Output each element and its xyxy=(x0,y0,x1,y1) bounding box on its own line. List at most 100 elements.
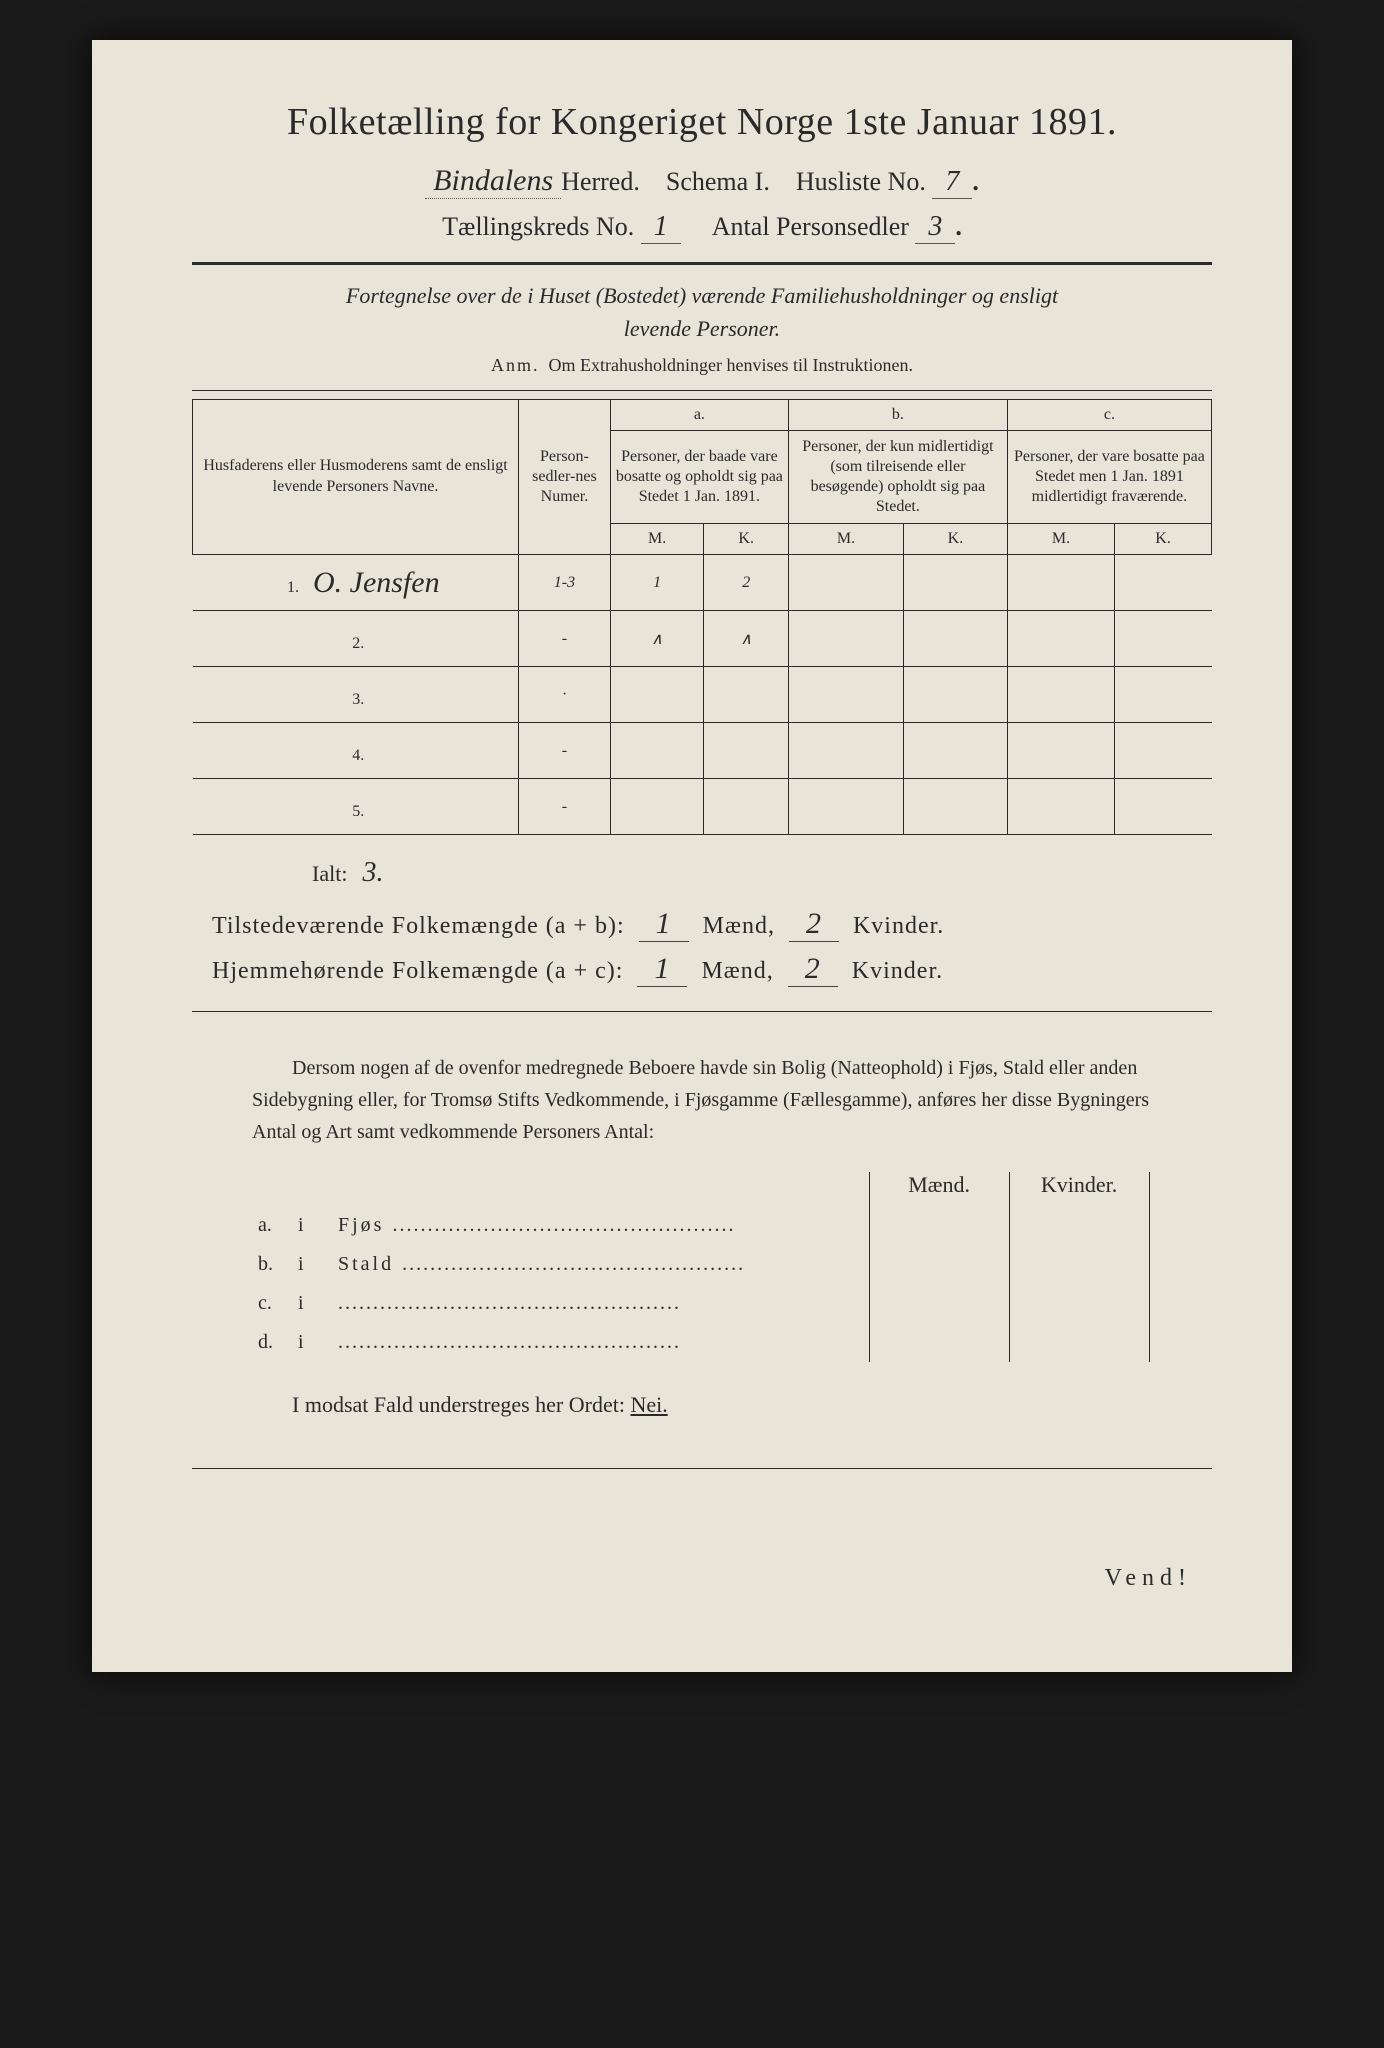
cell-bk xyxy=(904,723,1008,779)
cell-am: 1 xyxy=(610,555,704,611)
tot1-k: 2 xyxy=(789,907,839,942)
totals-2: Hjemmehørende Folkemængde (a + c): 1 Mæn… xyxy=(212,952,1212,987)
header-line-1: BindalensHerred. Schema I. Husliste No. … xyxy=(192,164,1212,199)
lower-k xyxy=(1009,1284,1149,1323)
cell-cm xyxy=(1007,611,1114,667)
cell-cm xyxy=(1007,723,1114,779)
anm-text: Om Extrahusholdninger henvises til Instr… xyxy=(549,355,913,375)
a-k: K. xyxy=(704,524,789,555)
cell-ak xyxy=(704,779,789,835)
schema-label: Schema I. xyxy=(666,167,770,196)
lower-type xyxy=(332,1284,869,1323)
cell-num: - xyxy=(519,611,611,667)
cell-ck xyxy=(1115,723,1212,779)
row-num: 3. xyxy=(193,667,519,723)
cell-ck xyxy=(1115,779,1212,835)
cell-am xyxy=(610,779,704,835)
lower-letter: b. xyxy=(252,1245,292,1284)
cell-ck xyxy=(1115,611,1212,667)
lower-i: i xyxy=(292,1206,332,1245)
kvinder-label: Kvinder. xyxy=(853,913,944,939)
cell-num: 1-3 xyxy=(519,555,611,611)
tot1-m: 1 xyxy=(639,907,689,942)
row-num: 4. xyxy=(193,723,519,779)
b-m: M. xyxy=(788,524,903,555)
lower-m xyxy=(869,1284,1009,1323)
lower-m xyxy=(869,1245,1009,1284)
herred-handwritten: Bindalens xyxy=(425,164,561,199)
divider-2 xyxy=(192,390,1212,391)
row-num: 1. O. Jensfen xyxy=(193,555,519,611)
col-c-text: Personer, der vare bosatte paa Stedet me… xyxy=(1007,431,1211,524)
tot2-label: Hjemmehørende Folkemængde (a + c): xyxy=(212,958,623,984)
col-b-label: b. xyxy=(788,400,1007,431)
lower-k xyxy=(1009,1323,1149,1362)
lower-type xyxy=(332,1323,869,1362)
a-m: M. xyxy=(610,524,704,555)
lower-type: Stald xyxy=(332,1245,869,1284)
cell-am xyxy=(610,667,704,723)
nei-word: Nei. xyxy=(630,1392,667,1417)
cell-ck xyxy=(1115,667,1212,723)
antal-hw: 3 xyxy=(915,211,955,244)
subtitle: Fortegnelse over de i Huset (Bostedet) v… xyxy=(192,279,1212,376)
herred-label: Herred. xyxy=(561,167,640,196)
lower-table: Mænd. Kvinder. a.iFjøs b.iStald c.i d.i xyxy=(252,1172,1150,1362)
col-numer: Person-sedler-nes Numer. xyxy=(519,400,611,555)
cell-bm xyxy=(788,723,903,779)
antal-label: Antal Personsedler xyxy=(712,212,909,241)
cell-bm xyxy=(788,611,903,667)
lower-type: Fjøs xyxy=(332,1206,869,1245)
lower-i: i xyxy=(292,1245,332,1284)
ialt: Ialt: 3. xyxy=(312,857,1212,889)
lower-m xyxy=(869,1206,1009,1245)
main-table: Husfaderens eller Husmoderens samt de en… xyxy=(192,399,1212,835)
lower-maend: Mænd. xyxy=(869,1172,1009,1206)
anm-line: Anm. Om Extrahusholdninger henvises til … xyxy=(192,355,1212,376)
divider-4 xyxy=(192,1468,1212,1469)
cell-ak xyxy=(704,667,789,723)
lower-letter: a. xyxy=(252,1206,292,1245)
cell-bk xyxy=(904,667,1008,723)
cell-bm xyxy=(788,779,903,835)
row-num: 5. xyxy=(193,779,519,835)
c-m: M. xyxy=(1007,524,1114,555)
cell-ak: ∧ xyxy=(704,611,789,667)
lower-i: i xyxy=(292,1284,332,1323)
lower-row: c.i xyxy=(252,1284,1149,1323)
cell-ak xyxy=(704,723,789,779)
cell-ak: 2 xyxy=(704,555,789,611)
lower-letter: c. xyxy=(252,1284,292,1323)
page-title: Folketælling for Kongeriget Norge 1ste J… xyxy=(192,100,1212,144)
cell-cm xyxy=(1007,779,1114,835)
cell-cm xyxy=(1007,555,1114,611)
husliste-hw: 7 xyxy=(932,166,972,199)
vend: Vend! xyxy=(1105,1559,1192,1592)
cell-ck xyxy=(1115,555,1212,611)
cell-bk xyxy=(904,779,1008,835)
census-form-page: Folketælling for Kongeriget Norge 1ste J… xyxy=(92,40,1292,1672)
totals-1: Tilstedeværende Folkemængde (a + b): 1 M… xyxy=(212,907,1212,942)
ialt-hw: 3. xyxy=(353,857,393,889)
divider-1 xyxy=(192,262,1212,265)
maend-label: Mænd, xyxy=(703,913,775,939)
col-a-text: Personer, der baade vare bosatte og opho… xyxy=(610,431,788,524)
table-row: 4. - xyxy=(193,723,1212,779)
cell-bm xyxy=(788,555,903,611)
divider-3 xyxy=(192,1011,1212,1012)
husliste-label: Husliste No. xyxy=(796,167,926,196)
lower-k xyxy=(1009,1206,1149,1245)
lower-m xyxy=(869,1323,1009,1362)
lower-i: i xyxy=(292,1323,332,1362)
cell-num: · xyxy=(519,667,611,723)
cell-bk xyxy=(904,611,1008,667)
cell-num: - xyxy=(519,723,611,779)
cell-num: - xyxy=(519,779,611,835)
col-b-text: Personer, der kun midlertidigt (som tilr… xyxy=(788,431,1007,524)
lower-row: a.iFjøs xyxy=(252,1206,1149,1245)
kreds-hw: 1 xyxy=(641,211,681,244)
table-row: 2. -∧∧ xyxy=(193,611,1212,667)
lower-row: b.iStald xyxy=(252,1245,1149,1284)
table-row: 5. - xyxy=(193,779,1212,835)
col-c-label: c. xyxy=(1007,400,1211,431)
